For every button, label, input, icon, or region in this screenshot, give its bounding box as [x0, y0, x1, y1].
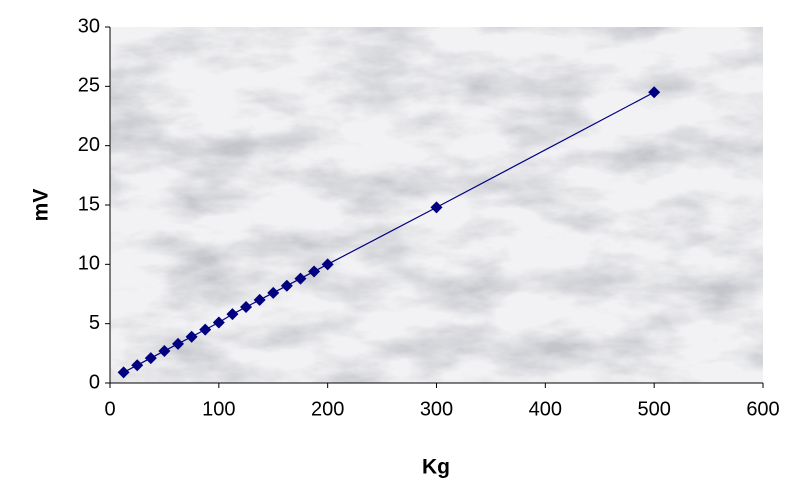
y-tick-label: 15	[78, 193, 100, 215]
chart: mV Kg 0510152025300100200300400500600	[0, 0, 790, 491]
x-tick-label: 500	[637, 398, 670, 420]
x-tick-label: 0	[104, 398, 115, 420]
y-tick-label: 0	[89, 371, 100, 393]
y-tick-label: 20	[78, 134, 100, 156]
x-tick-label: 400	[529, 398, 562, 420]
y-tick-label: 5	[89, 312, 100, 334]
y-tick-label: 25	[78, 75, 100, 97]
y-axis-title: mV	[30, 189, 53, 222]
y-tick-label: 10	[78, 253, 100, 275]
y-tick-label: 30	[78, 15, 100, 37]
x-tick-label: 100	[202, 398, 235, 420]
x-tick-label: 200	[311, 398, 344, 420]
x-tick-label: 300	[420, 398, 453, 420]
x-tick-label: 600	[746, 398, 779, 420]
x-axis-title: Kg	[422, 456, 450, 479]
